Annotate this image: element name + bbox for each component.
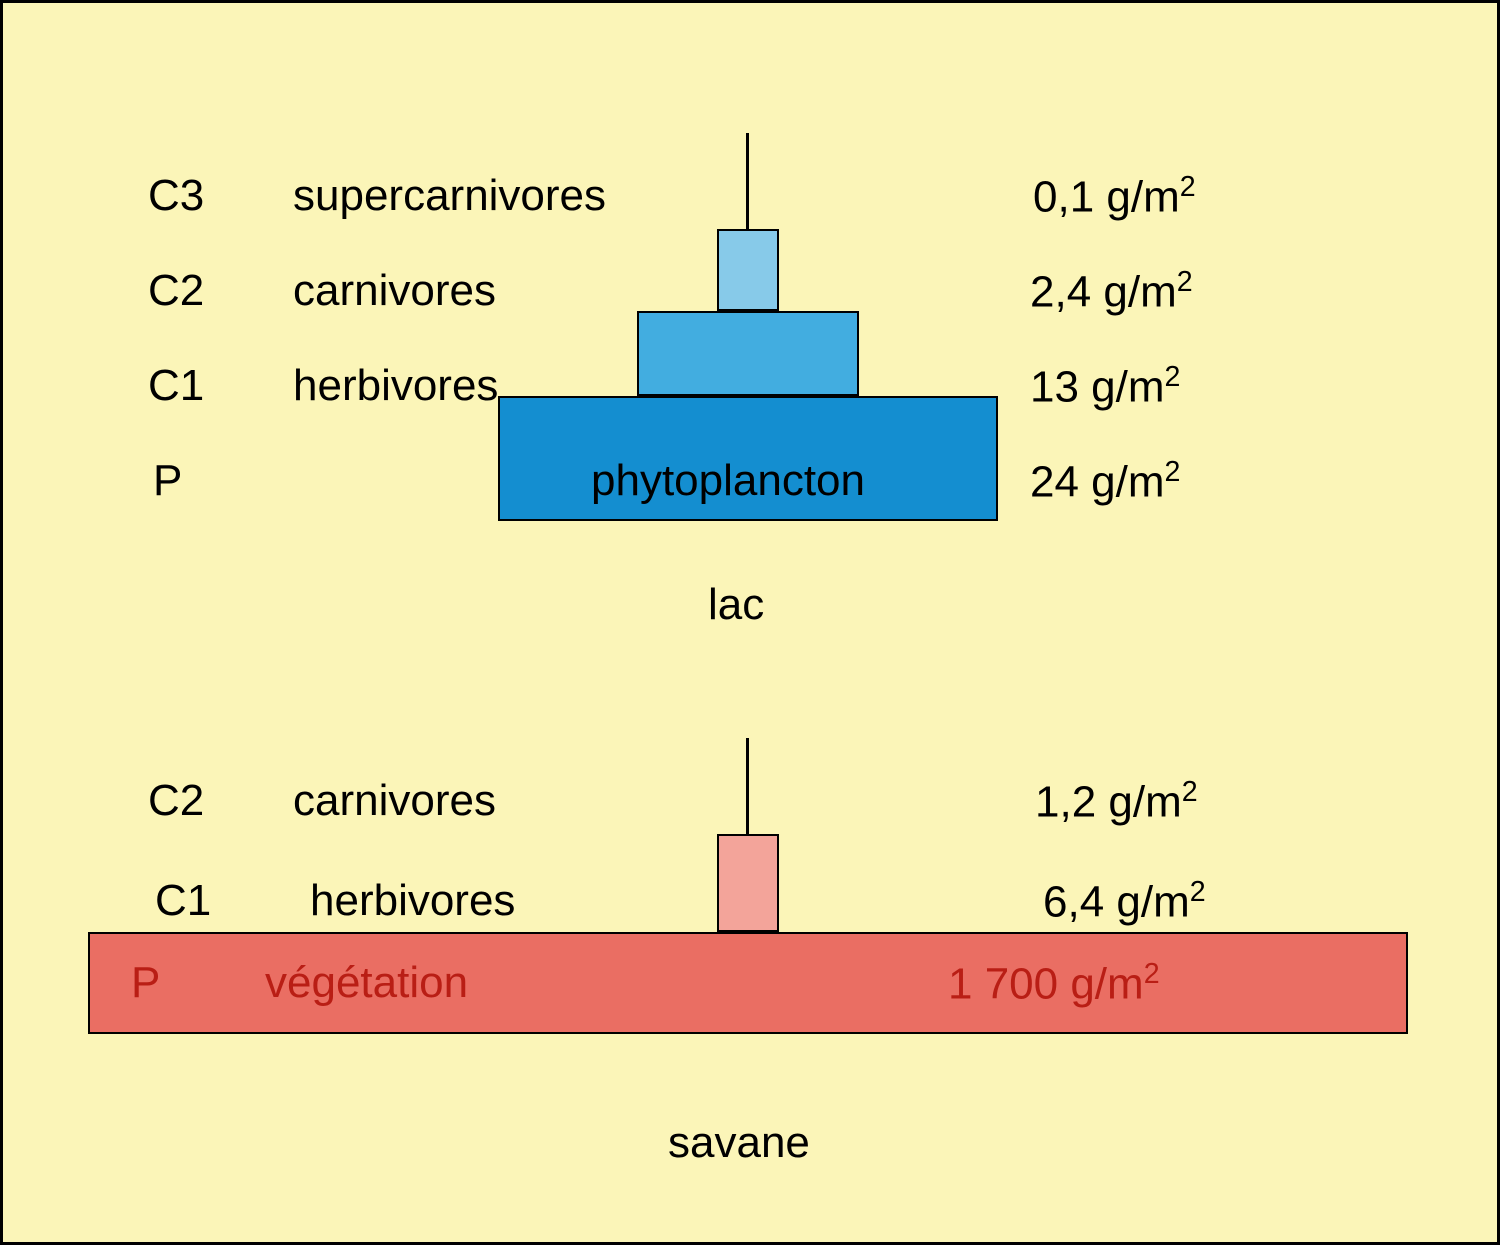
lac-c2-name: carnivores [293,266,496,316]
lac-title: lac [708,580,764,630]
lac-c3-code: C3 [148,171,204,221]
savane-c2-code: C2 [148,776,204,826]
lac-top-line [746,133,749,229]
lac-p-value: 24 g/m2 [1030,456,1180,508]
lac-c2-value: 2,4 g/m2 [1030,266,1193,318]
savane-bar-c1 [717,834,779,932]
lac-bar-c1 [637,311,859,396]
lac-p-name: phytoplancton [591,456,865,506]
savane-c1-code: C1 [155,876,211,926]
lac-c2-code: C2 [148,266,204,316]
lac-c3-value: 0,1 g/m2 [1033,171,1196,223]
savane-p-name: végétation [265,958,468,1008]
savane-c2-value: 1,2 g/m2 [1035,776,1198,828]
pyramid-diagram: C3 supercarnivores 0,1 g/m2 C2 carnivore… [0,0,1500,1245]
savane-c2-name: carnivores [293,776,496,826]
lac-c1-name: herbivores [293,361,498,411]
lac-c1-code: C1 [148,361,204,411]
savane-p-value: 1 700 g/m2 [948,958,1160,1010]
savane-c1-name: herbivores [310,876,515,926]
savane-p-code: P [131,958,160,1008]
lac-c3-name: supercarnivores [293,171,606,221]
savane-title: savane [668,1118,810,1168]
savane-top-line [746,738,749,834]
lac-bar-c2 [717,229,779,311]
savane-c1-value: 6,4 g/m2 [1043,876,1206,928]
lac-c1-value: 13 g/m2 [1030,361,1180,413]
lac-p-code: P [153,456,182,506]
